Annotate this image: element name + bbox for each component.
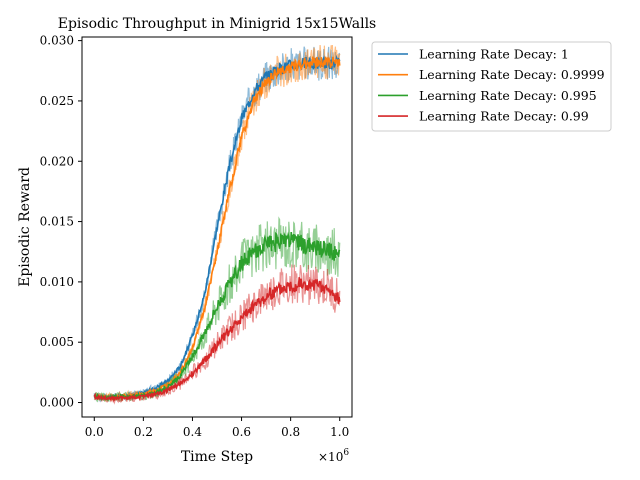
legend-label: Learning Rate Decay: 0.9999 (419, 67, 605, 82)
chart-title: Episodic Throughput in Minigrid 15x15Wal… (58, 16, 377, 32)
legend: Learning Rate Decay: 1 Learning Rate Deca… (371, 41, 612, 132)
plot-lines (93, 54, 341, 403)
y-tick-label: 0.030 (40, 34, 74, 48)
y-tick-label: 0.005 (40, 335, 74, 349)
y-tick-label: 0.000 (40, 396, 74, 410)
y-tick-label: 0.025 (40, 94, 74, 108)
x-tick-label: 0.8 (281, 425, 300, 439)
legend-label: Learning Rate Decay: 0.995 (419, 88, 597, 103)
series-line (93, 277, 341, 403)
x-axis-title: Time Step (181, 449, 253, 465)
x-axis: 0.0 0.2 0.4 0.6 0.8 1.0 (85, 417, 349, 439)
y-tick-label: 0.020 (40, 154, 74, 168)
x-tick-label: 0.4 (183, 425, 202, 439)
x-axis-multiplier: ×106 (318, 448, 349, 464)
y-axis: 0.000 0.005 0.010 0.015 0.020 0.025 0.030 (40, 34, 82, 410)
legend-frame (371, 41, 612, 132)
x-axis-multiplier-exponent: 6 (343, 448, 349, 458)
y-tick-label: 0.010 (40, 275, 74, 289)
legend-label: Learning Rate Decay: 0.99 (419, 109, 589, 124)
x-tick-label: 0.0 (85, 425, 104, 439)
x-tick-label: 1.0 (330, 425, 349, 439)
x-tick-label: 0.2 (134, 425, 153, 439)
y-axis-title: Episodic Reward (17, 167, 33, 287)
legend-label: Learning Rate Decay: 1 (419, 47, 569, 62)
plot-frame (81, 36, 353, 418)
y-tick-label: 0.015 (40, 215, 74, 229)
x-axis-multiplier-base: ×10 (318, 450, 343, 464)
x-tick-label: 0.6 (232, 425, 251, 439)
